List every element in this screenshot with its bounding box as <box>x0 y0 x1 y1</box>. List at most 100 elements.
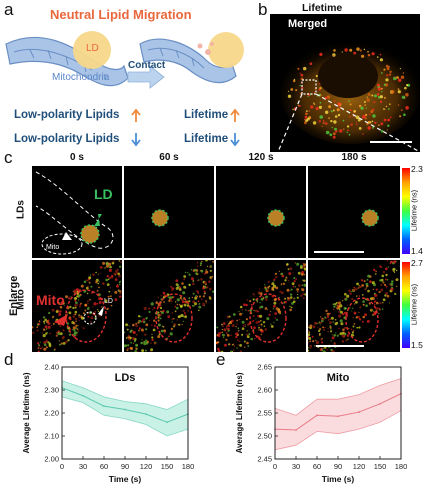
lds-chart-point <box>166 421 168 424</box>
lds-chart-xtick-label: 150 <box>161 462 174 471</box>
panel-label-b: b <box>258 0 268 19</box>
lds-chart-ytick-label: 2.20 <box>44 409 59 418</box>
down-arrow-1 <box>131 133 141 147</box>
mito-chart-xtick-label: 30 <box>292 462 300 471</box>
chart-e-mito: 0 30 60 90 120 150 180 2.45 2.50 2.55 2.60 2.65 Mito… <box>235 363 408 485</box>
mito-small-annotation: Mito <box>46 244 60 251</box>
time-label-120: 120 s <box>248 152 274 163</box>
colorbar-bottom-max: 2.7 <box>411 258 423 268</box>
lds-chart-ylabel: Average Lifetime (ns) <box>22 372 31 453</box>
mito-chart-ylabel: Average Lifetime (ns) <box>235 372 244 453</box>
mito-chart-point <box>379 402 381 405</box>
colorbar-top <box>402 168 410 254</box>
lds-chart-ytick-label: 2.00 <box>44 455 59 464</box>
mito-chart-point <box>337 415 339 418</box>
lds-chart-xlabel: Time (s) <box>109 474 142 484</box>
mito-tile-60s <box>124 260 214 352</box>
lds-chart-xtick-label: 120 <box>140 462 153 471</box>
lds-chart-xtick-label: 180 <box>182 462 195 471</box>
lipid-droplet-right <box>208 32 244 68</box>
merged-label: Merged <box>288 18 328 30</box>
lds-chart-ytick-label: 2.10 <box>44 432 59 441</box>
ld-tile-60s <box>124 166 214 258</box>
lds-chart-point <box>82 394 84 397</box>
mito-chart-point <box>316 414 318 417</box>
lipid-droplet-left <box>73 31 111 69</box>
row2-left-text: Low-polarity Lipids <box>14 133 120 145</box>
mito-chart-error-band <box>275 378 401 450</box>
colorbar-top-label: Lifetime (ns) <box>409 189 419 232</box>
panel-label-c: c <box>4 148 13 167</box>
mito-chart-ytick-label: 2.45 <box>257 455 272 464</box>
up-arrow-1 <box>131 108 141 122</box>
colorbar-bottom <box>402 262 410 348</box>
row1-left-text: Low-polarity Lipids <box>14 109 120 121</box>
mito-chart-xtick-label: 60 <box>313 462 321 471</box>
panel-label-a: a <box>4 0 14 19</box>
panel-a-schematic: Neutral Lipid Migration LD Mitochondria … <box>0 0 256 150</box>
row-label-mito: Mito <box>15 289 27 310</box>
ld-pointer-arrow <box>94 214 102 226</box>
mito-chart-xlabel: Time (s) <box>322 474 355 484</box>
contact-arrow <box>127 65 165 89</box>
ld-tile-180s <box>308 166 400 258</box>
mito-chart-ytick-label: 2.65 <box>257 363 272 372</box>
contact-label: Contact <box>128 60 166 71</box>
colorbar-top-min: 1.4 <box>411 246 423 256</box>
mito-chart-ytick-label: 2.60 <box>257 386 272 395</box>
colorbar-bottom-label: Lifetime (ns) <box>409 283 419 326</box>
lds-chart-title: LDs <box>115 372 136 384</box>
lds-chart-point <box>124 408 126 411</box>
up-arrow-2 <box>230 108 240 122</box>
mitochondrion-right <box>139 38 237 84</box>
ld-label: LD <box>86 43 99 54</box>
mito-chart-title: Mito <box>327 372 350 384</box>
lds-chart-point <box>145 413 147 416</box>
ld-small-annotation: LD <box>104 298 113 305</box>
mito-chart-xtick-label: 120 <box>353 462 366 471</box>
zoom-box <box>301 79 317 95</box>
row-label-lds: LDs <box>15 200 27 219</box>
mito-chart-xtick-label: 0 <box>273 462 277 471</box>
mito-tile-120s <box>216 260 306 352</box>
schematic-drawing <box>5 31 244 147</box>
ld-annotation: LD <box>94 186 113 202</box>
mito-chart-xtick-label: 150 <box>374 462 387 471</box>
colorbar-bottom-min: 1.5 <box>411 340 423 350</box>
mito-chart-point <box>358 411 360 413</box>
ld-tile-120s <box>216 166 306 258</box>
lds-chart-upper-bound <box>61 380 189 410</box>
lds-chart-ytick-label: 2.30 <box>44 386 59 395</box>
mito-chart-ytick-label: 2.55 <box>257 409 272 418</box>
time-label-0: 0 s <box>70 152 84 163</box>
chart-d-lds: 0 30 60 90 120 150 180 2.00 2.10 2.20 2.30 2.40 LDs T… <box>22 363 195 485</box>
panel-label-e: e <box>216 350 226 369</box>
colorbar-top-max: 2.3 <box>411 164 423 174</box>
ld-tile-0s: LD Mito <box>32 166 122 258</box>
mito-chart-point <box>295 429 297 431</box>
mito-tile-180s <box>308 260 400 352</box>
time-label-180: 180 s <box>341 152 367 163</box>
panel-c: 0 s 60 s 120 s 180 s Enlarge LDs Mito LD… <box>0 150 426 355</box>
lds-chart-xtick-label: 90 <box>121 462 129 471</box>
panel-label-d: d <box>4 350 14 369</box>
lds-chart-ytick-label: 2.40 <box>44 363 59 372</box>
merged-lifetime-image: Merged <box>270 14 420 152</box>
time-label-60: 60 s <box>159 152 179 163</box>
nucleus <box>318 54 378 98</box>
schematic-title: Neutral Lipid Migration <box>50 7 192 22</box>
row2-right-text: Lifetime <box>184 133 229 145</box>
mito-annotation: Mito <box>36 292 65 308</box>
down-arrow-2 <box>230 133 240 147</box>
lds-chart-xtick-label: 30 <box>79 462 87 471</box>
mito-tile-0s: Mito LD <box>32 260 122 352</box>
lds-chart-lower-bound <box>61 396 189 437</box>
lds-chart-error-band <box>62 380 188 436</box>
mito-chart-xtick-label: 180 <box>395 462 408 471</box>
mito-chart-xtick-label: 90 <box>334 462 342 471</box>
mito-chart-upper-bound <box>274 378 402 416</box>
panel-b-header: Lifetime <box>302 2 343 14</box>
lds-chart-xtick-label: 60 <box>100 462 108 471</box>
row1-right-text: Lifetime <box>184 109 229 121</box>
lds-chart-point <box>103 405 105 407</box>
